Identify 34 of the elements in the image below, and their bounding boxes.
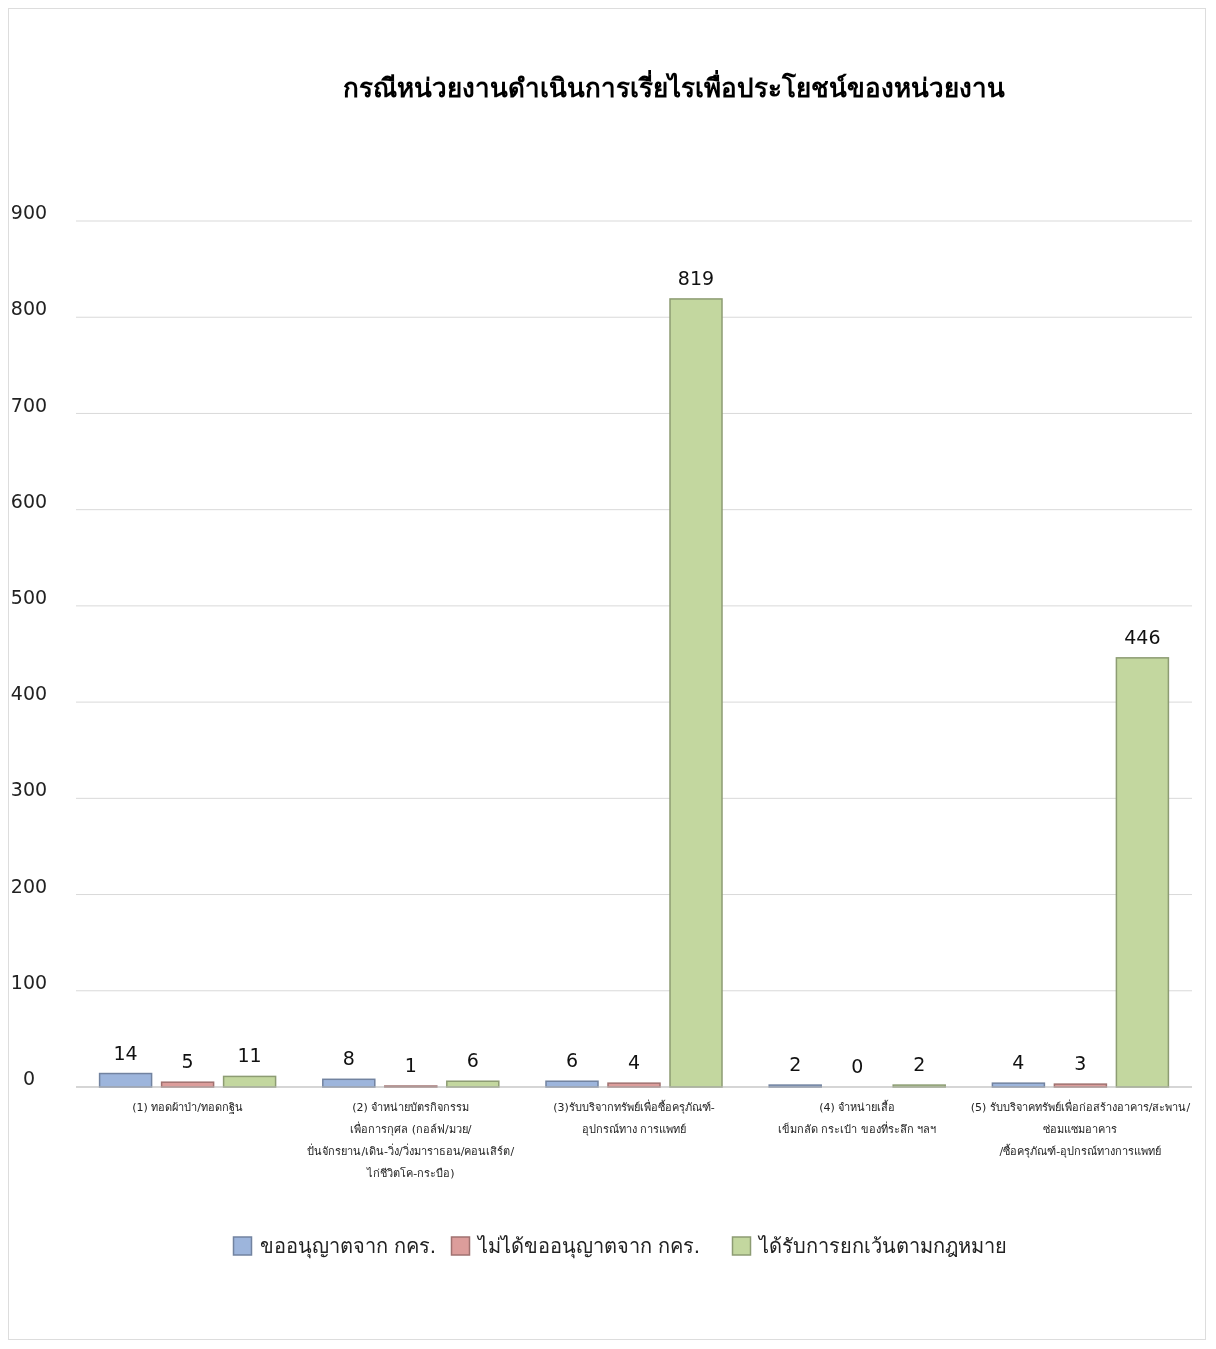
- x-tick-label: (3)รับบริจากทรัพย์เพื่อซื้อครุภัณฑ์- อุปกรณ์ทาง การแพทย์: [553, 1099, 715, 1136]
- data-label: 14: [113, 1041, 138, 1064]
- y-tick-label: 300: [10, 778, 48, 801]
- data-label: 446: [1124, 625, 1161, 648]
- y-tick-label: 0: [22, 1067, 36, 1090]
- y-tick-label: 500: [10, 585, 48, 608]
- x-tick-label: (5) รับบริจาคทรัพย์เพื่อก่อสร้างอาคาร/สะพาน/ ซ่อมแซมอาคาร /ซื้อครุภัณฑ์-อุปกรณ์ทางการแพทย์: [970, 1099, 1191, 1158]
- y-tick-label: 800: [10, 297, 48, 320]
- y-tick-label: 900: [10, 201, 48, 224]
- x-tick-label: (1) ทอดผ้าป่า/ทอดกฐิน: [132, 1101, 243, 1114]
- data-label: 819: [677, 266, 715, 289]
- data-label: 8: [342, 1047, 355, 1070]
- legend-label: ขออนุญาตจาก กคร.: [259, 1234, 437, 1259]
- y-tick-label: 600: [10, 489, 48, 512]
- data-label: 2: [913, 1053, 926, 1076]
- data-label: 1: [404, 1054, 417, 1077]
- data-label: 0: [851, 1055, 864, 1077]
- y-tick-label: 100: [10, 970, 48, 993]
- legend-label: ไม่ได้ขออนุญาตจาก กคร.: [475, 1234, 701, 1259]
- data-label: 11: [237, 1044, 262, 1067]
- chart-title: กรณีหน่วยงานดำเนินการเรี่ยไรเพื่อประโยชน์ของหน่วยงาน: [343, 69, 1005, 103]
- data-label: 4: [627, 1051, 641, 1074]
- data-label: 6: [565, 1049, 579, 1072]
- x-tick-label: (4) จำหน่ายเสื้อ เข็มกลัด กระเป๋า ของที่ระลึก ฯลฯ: [777, 1099, 937, 1136]
- data-label: 6: [466, 1049, 479, 1072]
- legend-label: ได้รับการยกเว้นตามกฎหมาย: [756, 1234, 1007, 1258]
- y-tick-label: 700: [10, 393, 48, 416]
- data-label: 4: [1012, 1051, 1025, 1074]
- data-label: 5: [181, 1050, 194, 1073]
- x-tick-label: (2) จำหน่ายบัตรกิจกรรม เพื่อการกุศล (กอล์ฟ/มวย/ ปั่นจักรยาน/เดิน-วิ่ง/วิ่งมาราธอน/คอนเสิร์ต/ ไก่ชีวิตโค-กระบือ): [307, 1101, 515, 1180]
- data-label: 3: [1074, 1052, 1087, 1075]
- y-tick-label: 200: [10, 874, 48, 897]
- y-tick-label: 400: [10, 682, 48, 705]
- data-label: 2: [789, 1053, 802, 1076]
